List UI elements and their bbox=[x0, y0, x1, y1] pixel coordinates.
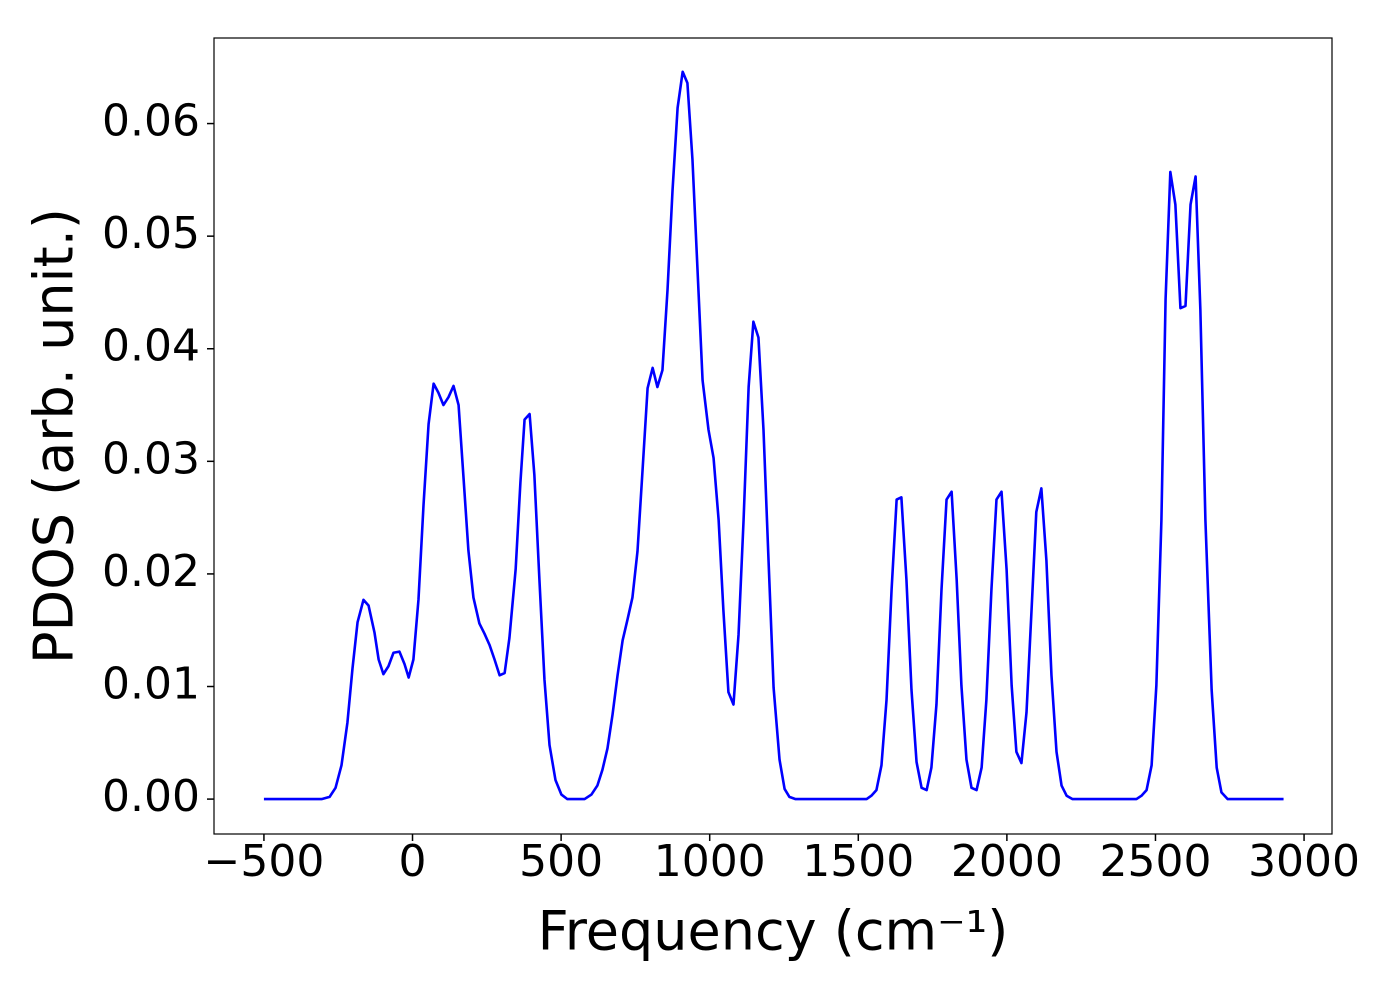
y-tick-label: 0.03 bbox=[102, 433, 200, 484]
x-tick-label: 1500 bbox=[802, 836, 914, 887]
y-tick-label: 0.02 bbox=[102, 546, 200, 597]
plot-frame bbox=[213, 37, 1333, 835]
x-tick-label: 3000 bbox=[1248, 836, 1360, 887]
x-tick-label: −500 bbox=[203, 836, 324, 887]
y-tick-label: 0.01 bbox=[102, 659, 200, 710]
x-tick-label: 2000 bbox=[951, 836, 1063, 887]
y-tick-label: 0.06 bbox=[102, 96, 200, 147]
x-tick-label: 500 bbox=[519, 836, 603, 887]
x-tick-label: 0 bbox=[399, 836, 427, 887]
y-tick-label: 0.00 bbox=[102, 771, 200, 822]
y-tick-label: 0.04 bbox=[102, 321, 200, 372]
y-tick-label: 0.05 bbox=[102, 208, 200, 259]
line bbox=[263, 70, 1284, 801]
y-axis-label: PDOS (arb. unit.) bbox=[23, 208, 86, 664]
x-tick-label: 2500 bbox=[1099, 836, 1211, 887]
x-tick-label: 1000 bbox=[654, 836, 766, 887]
x-axis-label: Frequency (cm⁻¹) bbox=[538, 900, 1009, 963]
